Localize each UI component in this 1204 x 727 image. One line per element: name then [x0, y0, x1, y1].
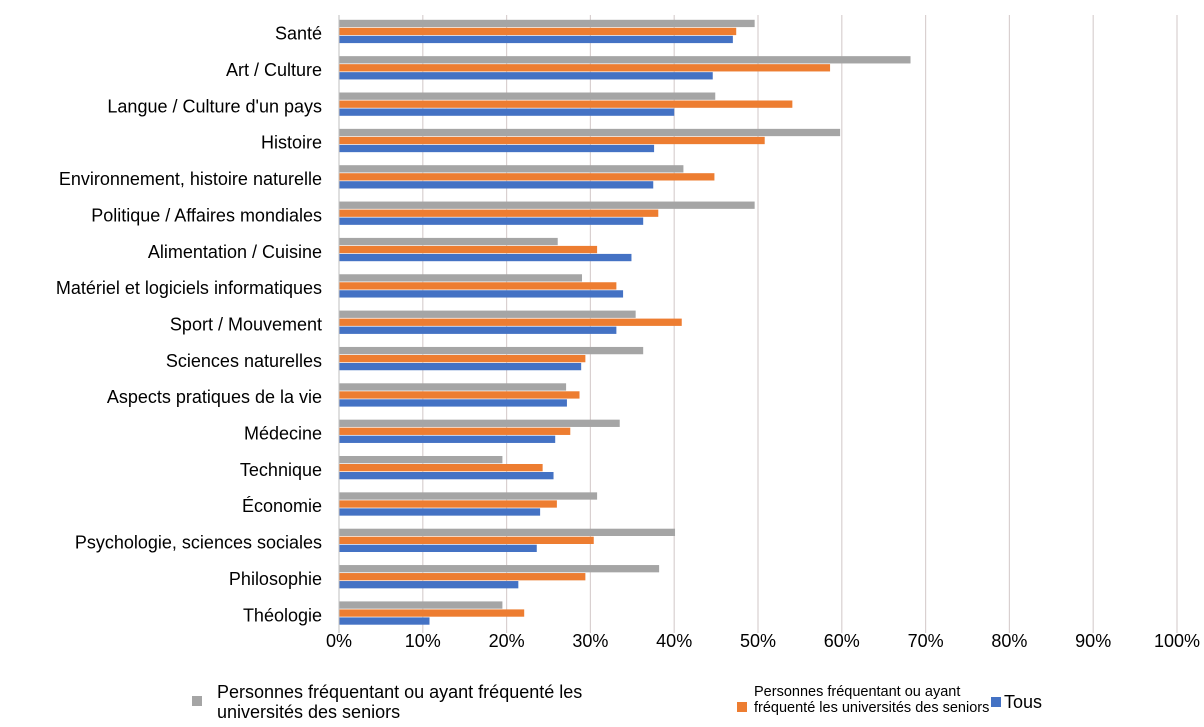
bar: [339, 383, 567, 391]
x-tick-label: 10%: [405, 631, 441, 651]
legend-swatch-series-1: [192, 696, 202, 706]
bar-chart: 0% 10% 20% 30% 40% 50% 60% 70% 80% 90% 100% Santé Ar…: [56, 15, 1200, 651]
bar: [339, 56, 911, 64]
category-label: Matériel et logiciels informatiques: [56, 278, 322, 298]
legend-label-series-2: Personnes fréquentant ou ayant fréquenté…: [754, 684, 990, 717]
category-label: Aspects pratiques de la vie: [107, 387, 322, 407]
bar: [339, 399, 567, 407]
bar: [339, 492, 598, 500]
x-tick-label: 20%: [489, 631, 525, 651]
bar: [339, 528, 676, 536]
bar: [339, 427, 571, 435]
category-label: Technique: [240, 460, 322, 480]
bar: [339, 391, 580, 399]
bar: [339, 472, 554, 480]
bar: [339, 136, 765, 145]
legend-swatch-series-2: [737, 702, 747, 712]
bar: [339, 536, 594, 544]
category-label: Alimentation / Cuisine: [148, 242, 322, 262]
bar: [339, 245, 598, 254]
bar: [339, 128, 841, 137]
x-tick-label: 100%: [1154, 631, 1200, 651]
category-label: Art / Culture: [226, 60, 322, 80]
bar: [339, 508, 541, 516]
category-label: Philosophie: [229, 569, 322, 589]
bar: [339, 217, 644, 225]
bar: [339, 464, 543, 472]
category-label: Sport / Mouvement: [170, 314, 322, 334]
legend-label-series-1: Personnes fréquentant ou ayant fréquenté…: [217, 682, 583, 723]
bar: [339, 64, 831, 72]
category-label: Langue / Culture d'un pays: [107, 96, 322, 116]
category-label: Environnement, histoire naturelle: [59, 169, 322, 189]
bar: [339, 108, 675, 116]
x-tick-label: 50%: [740, 631, 776, 651]
bar: [339, 500, 557, 508]
x-tick-label: 80%: [991, 631, 1027, 651]
bar: [339, 27, 737, 36]
bar: [339, 209, 659, 217]
bar: [339, 544, 537, 552]
legend-label-series-3: Tous: [1004, 692, 1043, 712]
bar: [339, 310, 636, 318]
bar: [339, 346, 644, 355]
legend-swatch-series-3: [991, 697, 1001, 707]
bar: [339, 435, 556, 443]
bar: [339, 354, 586, 363]
category-label: Psychologie, sciences sociales: [75, 533, 322, 553]
bar: [339, 181, 654, 189]
x-tick-label: 70%: [908, 631, 944, 651]
bar: [339, 274, 583, 282]
x-tick-label: 90%: [1075, 631, 1111, 651]
bar: [339, 456, 503, 464]
bar: [339, 419, 620, 427]
x-tick-label: 40%: [656, 631, 692, 651]
bar: [339, 617, 430, 625]
bar: [339, 318, 682, 326]
bar: [339, 35, 733, 44]
category-label: Théologie: [243, 605, 322, 625]
bar: [339, 173, 715, 181]
category-label: Histoire: [261, 133, 322, 153]
bar: [339, 290, 624, 298]
category-label: Politique / Affaires mondiales: [91, 205, 322, 225]
category-label: Médecine: [244, 424, 322, 444]
bar: [339, 201, 755, 209]
bar: [339, 253, 632, 262]
x-tick-label: 60%: [824, 631, 860, 651]
category-label: Sciences naturelles: [166, 351, 322, 371]
bar: [339, 581, 519, 589]
bar: [339, 609, 525, 617]
bar: [339, 565, 660, 573]
bar: [339, 601, 503, 609]
bar: [339, 19, 755, 28]
bar: [339, 282, 617, 290]
bar: [339, 100, 793, 108]
bar: [339, 165, 684, 173]
x-tick-label: 0%: [326, 631, 352, 651]
bar: [339, 144, 655, 153]
category-label: Santé: [275, 24, 322, 44]
bar: [339, 92, 716, 100]
bar: [339, 573, 586, 581]
bar: [339, 326, 617, 334]
category-label: Économie: [242, 496, 322, 516]
bar: [339, 362, 582, 371]
x-tick-label: 30%: [572, 631, 608, 651]
bar: [339, 237, 558, 246]
bar: [339, 72, 713, 80]
